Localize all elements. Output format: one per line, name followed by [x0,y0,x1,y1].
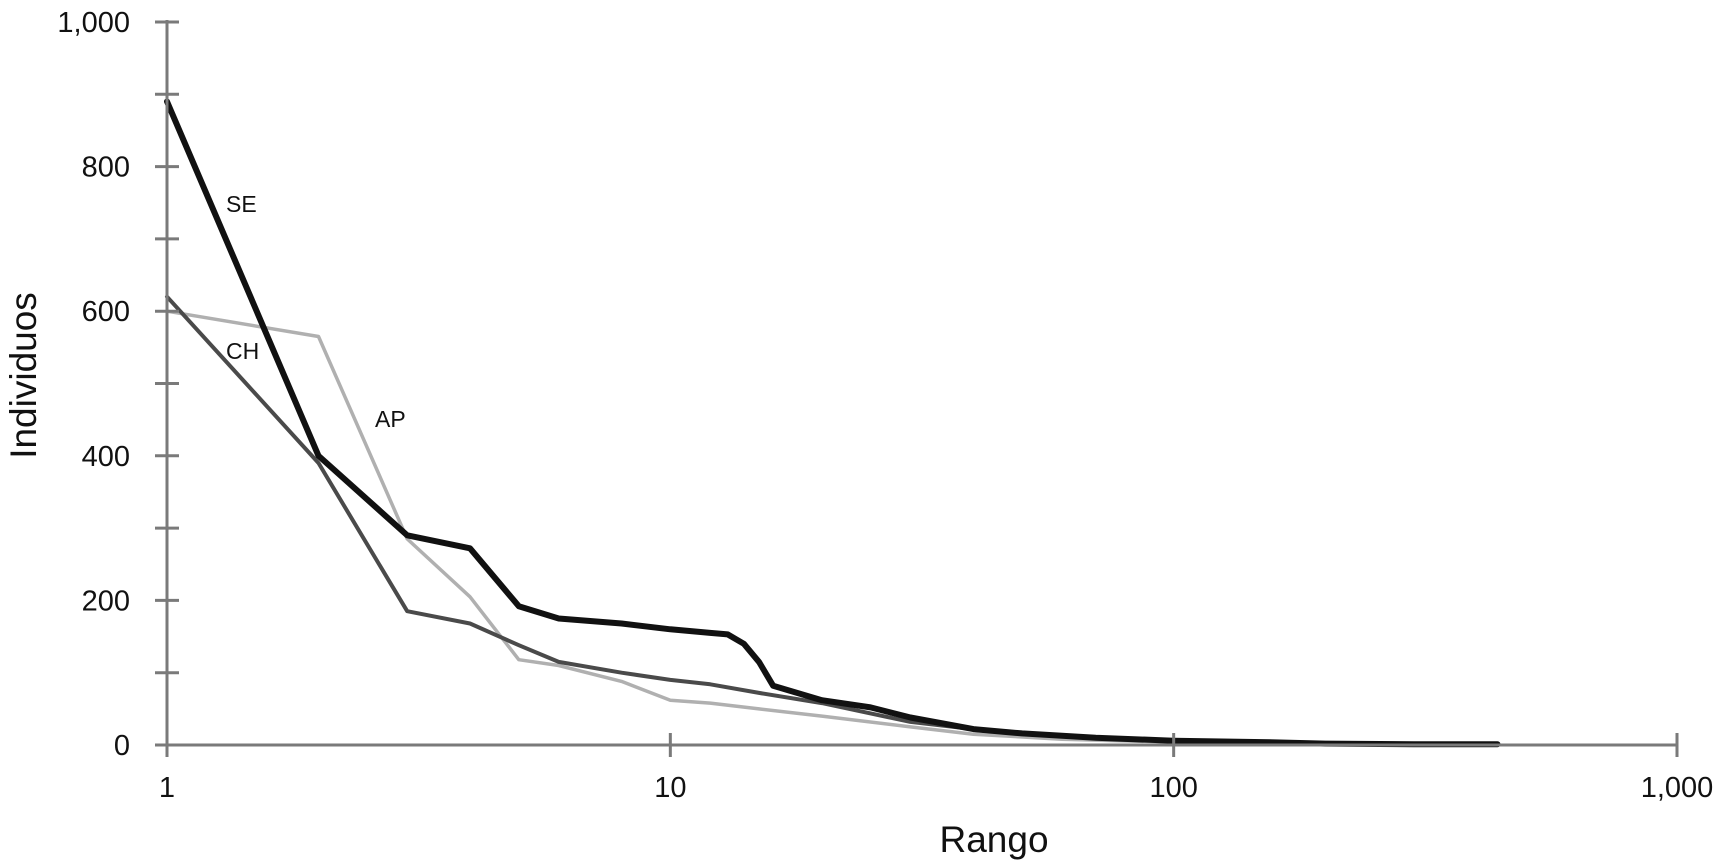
x-tick-label: 1 [159,772,175,804]
y-axis-title: Individuos [3,292,44,459]
tick-labels: 0 200 400 600 800 1,000 1 10 100 1,000 [57,7,1713,804]
series-lines [164,98,1501,748]
x-tick-label: 100 [1149,772,1197,804]
y-tick-label: 200 [82,585,130,617]
ticks [155,20,1679,757]
y-tick-label: 1,000 [57,7,130,39]
series-label-ch: CH [226,338,259,364]
x-tick-label: 10 [654,772,686,804]
series-line-ap [165,309,1176,744]
y-tick-label: 400 [82,441,130,473]
y-tick-label: 800 [82,152,130,184]
x-tick-label: 1,000 [1641,772,1714,804]
y-tick-label: 600 [82,296,130,328]
axes [165,20,1677,747]
x-axis-title: Rango [939,819,1048,860]
series-label-ap: AP [375,406,406,432]
series-label-se: SE [226,191,257,217]
series-line-se [164,98,1501,748]
y-tick-label: 0 [114,730,130,762]
